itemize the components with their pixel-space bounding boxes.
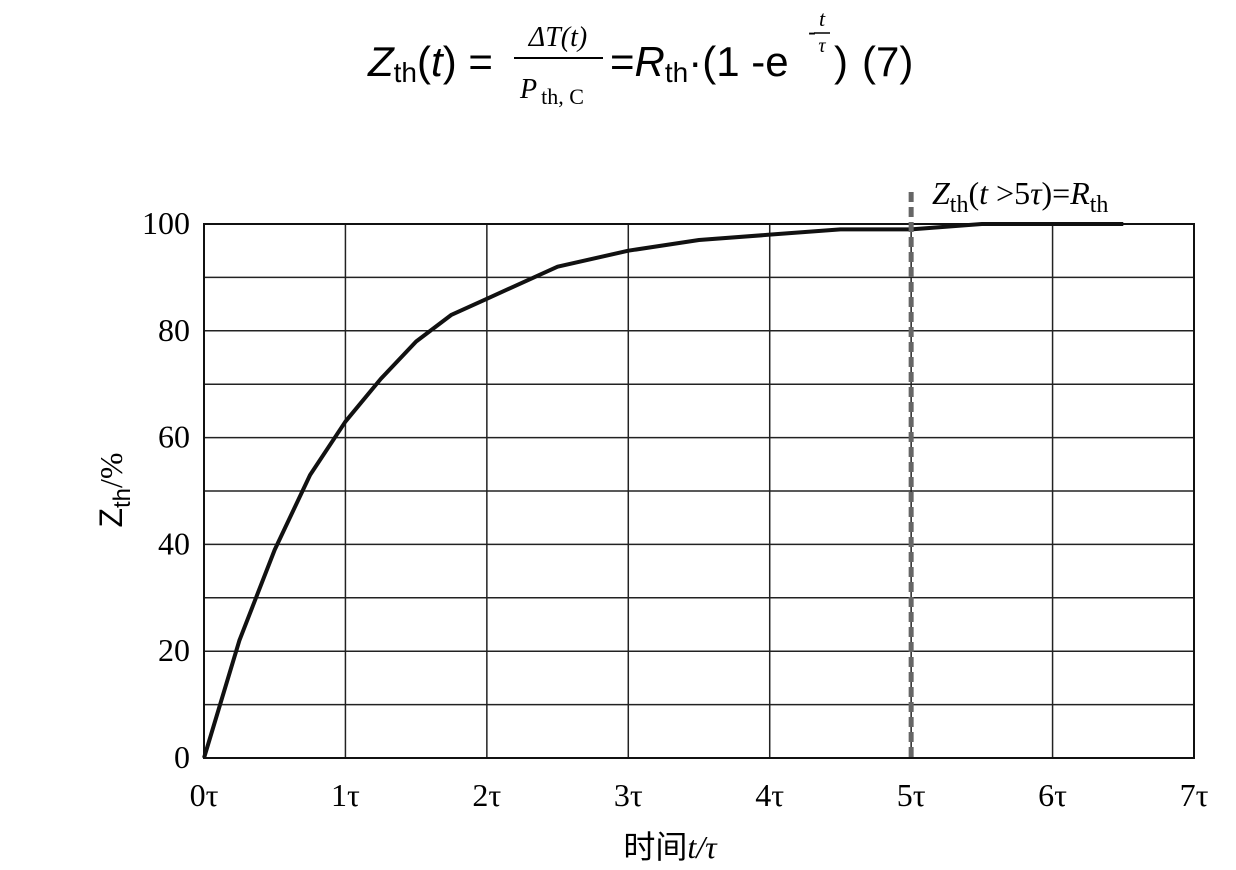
formula-close: ) bbox=[834, 38, 848, 85]
x-tick-label: 2τ bbox=[472, 777, 501, 813]
formula-rhs: =Rth·(1 -e bbox=[610, 38, 789, 88]
label-part: τ bbox=[1030, 175, 1043, 211]
formula-text: R bbox=[635, 38, 665, 85]
label-part: 时间 bbox=[623, 829, 687, 865]
formula-text: ( bbox=[417, 38, 431, 85]
y-tick-label: 40 bbox=[158, 525, 190, 561]
x-tick-label: 0τ bbox=[190, 777, 219, 813]
exponent-numerator: t bbox=[819, 6, 826, 31]
exponent-denominator: τ bbox=[818, 35, 826, 57]
x-tick-label: 6τ bbox=[1038, 777, 1067, 813]
x-tick-label: 7τ bbox=[1180, 777, 1209, 813]
label-part: ( bbox=[968, 175, 979, 211]
label-part: t bbox=[687, 829, 697, 865]
label-part: Z bbox=[93, 508, 129, 528]
formula-text: th bbox=[665, 57, 688, 88]
label-part: th bbox=[1090, 192, 1109, 218]
line bbox=[202, 222, 1124, 759]
formula-text: ·(1 -e bbox=[688, 38, 788, 85]
y-tick-label: 0 bbox=[174, 739, 190, 775]
label-part: th bbox=[109, 488, 136, 508]
formula-text: P bbox=[519, 74, 537, 105]
label-part: R bbox=[1069, 175, 1090, 211]
reference-label: Zth(t >5τ)=Rth bbox=[932, 175, 1108, 218]
label-part: >5 bbox=[988, 175, 1030, 211]
label-part: /τ bbox=[694, 829, 718, 865]
y-axis-label: Zth/% bbox=[93, 452, 136, 527]
x-tick-label: 3τ bbox=[614, 777, 643, 813]
label-part: )= bbox=[1042, 175, 1071, 211]
x-axis-label: 时间t/τ bbox=[623, 829, 718, 865]
x-tick-label: 1τ bbox=[331, 777, 360, 813]
label-part: t bbox=[979, 175, 989, 211]
label-part: /% bbox=[93, 452, 129, 488]
formula-text: th bbox=[394, 57, 417, 88]
x-tick-label: 4τ bbox=[755, 777, 784, 813]
label-part: Z bbox=[932, 175, 951, 211]
formula-text: t bbox=[431, 38, 445, 85]
label-part: th bbox=[950, 192, 969, 218]
formula-text: ) = bbox=[443, 38, 493, 85]
x-tick-label: 5τ bbox=[897, 777, 926, 813]
formula-number: (7) bbox=[862, 38, 913, 85]
y-tick-label: 80 bbox=[158, 312, 190, 348]
y-tick-label: 60 bbox=[158, 419, 190, 455]
exponent-sign: - bbox=[808, 19, 816, 46]
formula-text: Z bbox=[367, 38, 395, 85]
formula-numerator: ΔT(t) bbox=[528, 22, 587, 53]
plot-border bbox=[203, 223, 1195, 759]
y-tick-label: 100 bbox=[142, 205, 190, 241]
formula-text: = bbox=[610, 38, 635, 85]
y-tick-label: 20 bbox=[158, 632, 190, 668]
formula-lhs: Zth(t) = bbox=[367, 38, 493, 88]
formula-text: th, C bbox=[541, 84, 584, 109]
